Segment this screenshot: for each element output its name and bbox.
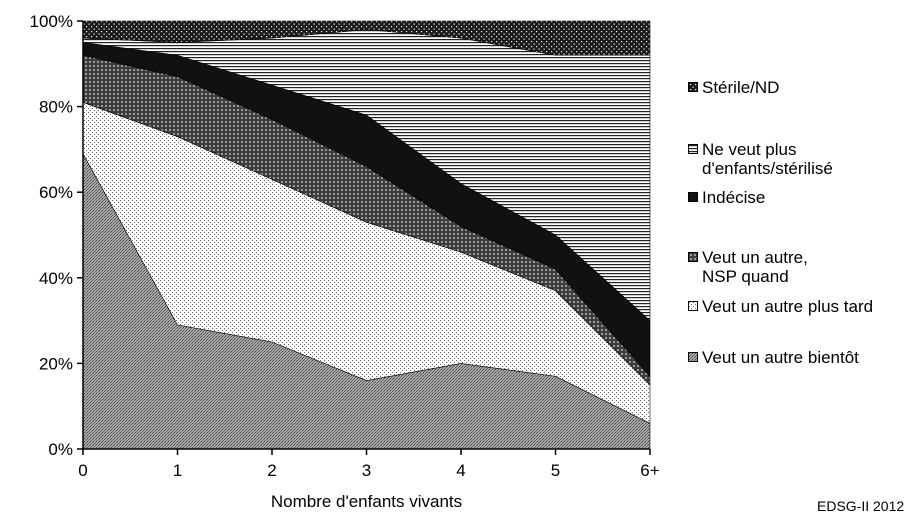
x-tick-label: 1 xyxy=(173,461,182,480)
legend-label: Stérile/ND xyxy=(702,78,780,97)
y-tick-label: 60% xyxy=(39,183,73,202)
legend-item: Veut un autre plus tard xyxy=(688,297,873,316)
stacked-areas xyxy=(82,20,651,450)
y-tick-label: 20% xyxy=(39,354,73,373)
y-tick-label: 80% xyxy=(39,98,73,117)
source-note: EDSG-II 2012 xyxy=(817,498,905,514)
y-tick-label: 40% xyxy=(39,269,73,288)
legend-swatch xyxy=(688,252,698,262)
legend-item: Veut un autre bientôt xyxy=(688,348,859,367)
legend-item: Veut un autre, NSP quand xyxy=(688,248,808,286)
legend-swatch xyxy=(688,82,698,92)
x-tick-label: 4 xyxy=(456,461,465,480)
x-tick-label: 5 xyxy=(551,461,560,480)
y-tick-label: 100% xyxy=(30,12,73,31)
x-tick-label: 2 xyxy=(267,461,276,480)
x-tick-label: 0 xyxy=(78,461,87,480)
legend-item: Ne veut plus d'enfants/stérilisé xyxy=(688,140,833,178)
area-series-6 xyxy=(82,20,651,56)
x-tick-label: 3 xyxy=(362,461,371,480)
legend-item: Indécise xyxy=(688,188,765,207)
x-tick-label: 6+ xyxy=(640,461,659,480)
axes xyxy=(77,20,651,455)
legend-label: Veut un autre, NSP quand xyxy=(702,248,808,286)
legend-item: Stérile/ND xyxy=(688,78,779,97)
legend-swatch xyxy=(688,192,698,202)
y-tick-label: 0% xyxy=(48,440,73,459)
legend-label: Indécise xyxy=(702,188,766,207)
legend-label: Veut un autre bientôt xyxy=(702,348,859,367)
tick-labels: 0% 20% 40% 60% 80% 100% 0 1 2 3 4 5 6+ xyxy=(30,12,660,480)
x-axis-title: Nombre d'enfants vivants xyxy=(271,492,462,511)
legend-label: Veut un autre plus tard xyxy=(702,297,874,316)
legend-swatch xyxy=(688,301,698,311)
legend-swatch xyxy=(688,352,698,362)
legend-swatch xyxy=(688,144,698,154)
legend-label: Ne veut plus d'enfants/stérilisé xyxy=(702,140,833,178)
